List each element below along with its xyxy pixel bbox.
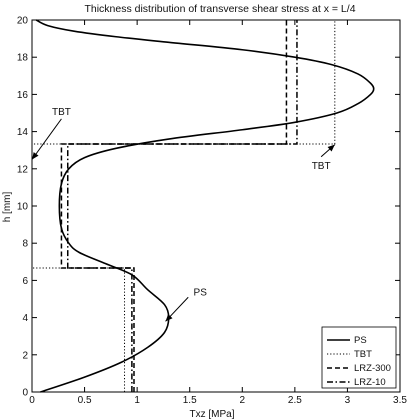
series-line-lrz-300 xyxy=(60,20,288,392)
annotation-arrow-line xyxy=(31,118,62,160)
x-tick-label: 0.5 xyxy=(78,395,92,406)
y-tick-label: 16 xyxy=(17,90,29,101)
y-tick-label: 20 xyxy=(17,16,29,27)
annotations: TBT TBT PS xyxy=(31,107,336,322)
legend: PS TBT LRZ-300 LRZ-10 xyxy=(321,326,397,389)
x-tick-label: 3.5 xyxy=(393,395,407,406)
x-tick-label: 1.5 xyxy=(183,395,197,406)
annotation-arrowhead xyxy=(327,144,335,152)
y-tick-label: 4 xyxy=(22,313,28,324)
y-tick-label: 8 xyxy=(22,239,28,250)
annotation-label: TBT xyxy=(52,107,71,118)
series-line-lrz-10 xyxy=(66,20,298,392)
legend-label-lrz10: LRZ-10 xyxy=(354,377,386,388)
annotation-arrowhead xyxy=(32,152,39,160)
series-lines xyxy=(31,19,375,393)
axis-ticks: 0 0.5 1 1.5 2 2.5 3 3.5 0 2 4 6 8 10 12 14 16 18 20 xyxy=(17,16,408,407)
legend-label-ps: PS xyxy=(354,335,367,346)
legend-label-tbt: TBT xyxy=(354,349,372,360)
x-tick-label: 3 xyxy=(345,395,351,406)
y-tick-label: 12 xyxy=(17,164,29,175)
y-tick-label: 10 xyxy=(17,202,29,213)
x-axis-label: Txz [MPa] xyxy=(189,409,234,420)
legend-box xyxy=(321,326,397,389)
annotation-arrowhead xyxy=(165,314,173,322)
y-axis-label: h [mm] xyxy=(2,192,13,223)
annotation-label: TBT xyxy=(312,161,331,172)
chart-title: Thickness distribution of transverse she… xyxy=(84,3,355,15)
x-tick-label: 1 xyxy=(134,395,140,406)
annotation-label: PS xyxy=(194,287,208,298)
legend-label-lrz300: LRZ-300 xyxy=(354,363,391,374)
y-tick-label: 14 xyxy=(17,127,29,138)
y-tick-label: 18 xyxy=(17,53,29,64)
y-tick-label: 2 xyxy=(22,350,28,361)
series-line-tbt xyxy=(31,20,336,392)
y-tick-label: 6 xyxy=(22,276,28,287)
y-tick-label: 0 xyxy=(22,388,28,399)
series-line-ps xyxy=(35,19,375,393)
x-tick-label: 0 xyxy=(29,395,35,406)
x-tick-label: 2.5 xyxy=(288,395,302,406)
x-tick-label: 2 xyxy=(240,395,246,406)
